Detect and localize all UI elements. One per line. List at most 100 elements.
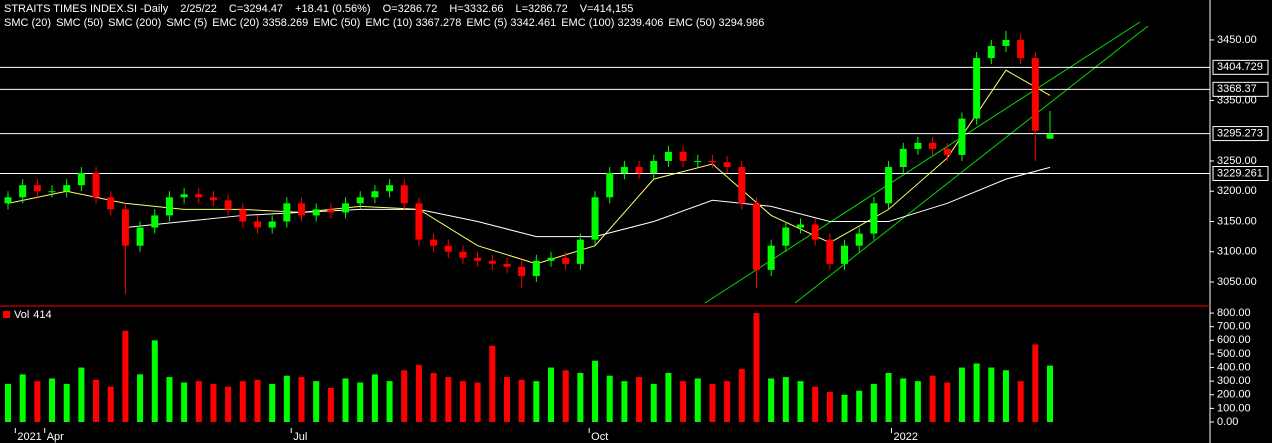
candle-body [576,239,584,264]
volume-bar [577,372,584,422]
level-label-box [1212,126,1269,142]
candle-body [899,148,907,168]
candle-body [987,45,995,59]
candle-body [312,209,320,216]
candle-body [973,58,981,119]
volume-bar [621,381,628,422]
candle-body [532,260,540,276]
volume-bar [371,374,378,422]
candle-body [606,173,614,198]
y-tick-label: 3050.00 [1217,276,1257,288]
y-tick-label: 3150.00 [1217,215,1257,227]
candle-body [1017,39,1025,59]
candle-body [165,197,173,216]
volume-bar [650,383,657,422]
indicator-legend: SMC (200) [108,17,161,29]
volume-bar [841,394,848,422]
trend-line [704,21,1141,304]
header-text: H=3332.66 [449,3,503,15]
volume-bar [724,381,731,422]
volume-bar [797,381,804,422]
candle-body [914,142,922,149]
candle-body [430,239,438,246]
candle-body [386,185,394,192]
v-tick-label: 100.00 [1217,402,1251,414]
volume-bar [122,330,129,422]
volume-bar [592,360,599,422]
candle-body [371,191,379,198]
y-tick-label: 3450.00 [1217,34,1257,46]
x-tick-label: Oct [591,431,608,443]
volume-bar [709,383,716,422]
header-text: STRAITS TIMES INDEX.SI -Daily [4,3,169,15]
candle-body [151,215,159,228]
v-tick-label: 400.00 [1217,361,1251,373]
volume-bar [49,378,56,422]
header-text: +18.41 (0.56%) [295,3,371,15]
candle-body [136,227,144,246]
candle-body [474,257,482,261]
level-label: 3404.729 [1217,61,1263,73]
volume-bar [93,379,100,422]
volume-bar [1032,344,1039,422]
volume-bar [533,381,540,422]
candle-body [459,251,467,258]
candle-body [33,185,41,192]
candle-body [562,257,570,264]
indicator-legend: EMC (10) 3367.278 [365,17,461,29]
volume-bar [19,374,26,422]
candle-body [885,167,893,204]
volume-bar [856,390,863,422]
candle-body [48,191,56,193]
candle-body [107,197,115,210]
candle-body [620,167,628,174]
level-label: 3229.261 [1217,167,1263,179]
volume-bar [415,364,422,422]
indicator-legend: SMC (20) [4,17,51,29]
volume-bar [107,386,114,422]
v-tick-label: 700.00 [1217,321,1251,333]
candle-body [342,203,350,213]
volume-bar [445,377,452,422]
volume-bar [665,372,672,422]
candle-body [19,185,27,198]
v-tick-label: 500.00 [1217,348,1251,360]
volume-bar [474,382,481,422]
volume-bar [459,381,466,422]
candle-body [826,239,834,264]
indicator-legend: EMC (50) 3294.986 [668,17,764,29]
volume-bar [606,375,613,422]
candle-body [268,221,276,228]
level-label: 3368.37 [1217,83,1257,95]
candle-body [870,203,878,234]
volume-bar [944,382,951,422]
volume-bar [929,375,936,422]
volume-bar [313,381,320,422]
volume-bar [885,372,892,422]
x-tick-label: 2021 [17,431,41,443]
level-label-box [1212,81,1269,97]
volume-bar [753,313,760,422]
volume-bar [181,382,188,422]
volume-bar [5,383,11,422]
candle-body [752,203,760,270]
volume-bar [489,345,496,422]
candle-body [92,173,100,198]
x-tick-label: Jul [293,431,307,443]
level-label: 3295.273 [1217,127,1263,139]
volume-bar [401,370,408,422]
candle-body [298,203,306,216]
volume-bar [327,387,334,422]
candle-body [1002,39,1010,46]
volume-bar [269,383,276,422]
volume-bar [357,382,364,422]
v-tick-label: 300.00 [1217,375,1251,387]
candle-body [503,263,511,267]
candle-body [356,197,364,204]
volume-bar [680,381,687,422]
indicator-legend: EMC (100) 3239.406 [561,17,663,29]
candle-body [77,173,85,186]
trend-line [794,25,1149,304]
